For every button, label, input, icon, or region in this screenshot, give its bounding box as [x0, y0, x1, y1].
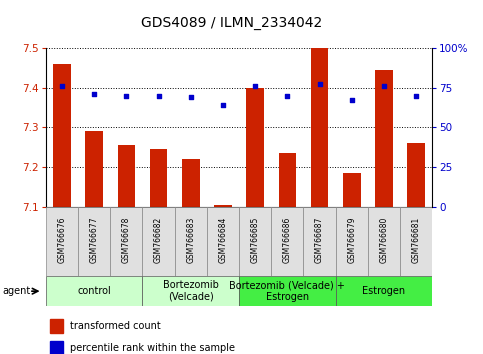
Bar — [182, 159, 199, 207]
Text: control: control — [77, 286, 111, 296]
Bar — [214, 205, 232, 207]
Bar — [53, 64, 71, 207]
Bar — [271, 207, 303, 276]
Text: GSM766684: GSM766684 — [218, 217, 227, 263]
Bar — [117, 145, 135, 207]
Bar — [175, 207, 207, 276]
Point — [412, 93, 420, 98]
Bar — [407, 143, 425, 207]
Bar — [142, 276, 239, 306]
Point — [380, 83, 388, 89]
Bar — [150, 149, 168, 207]
Bar — [142, 207, 175, 276]
Bar — [50, 341, 63, 354]
Bar — [303, 207, 336, 276]
Text: Estrogen: Estrogen — [362, 286, 406, 296]
Bar — [239, 207, 271, 276]
Text: GSM766685: GSM766685 — [251, 217, 260, 263]
Text: transformed count: transformed count — [70, 321, 160, 331]
Text: GSM766677: GSM766677 — [90, 217, 99, 263]
Point — [123, 93, 130, 98]
Text: GSM766686: GSM766686 — [283, 217, 292, 263]
Text: GSM766679: GSM766679 — [347, 217, 356, 263]
Bar — [207, 207, 239, 276]
Text: Bortezomib (Velcade) +
Estrogen: Bortezomib (Velcade) + Estrogen — [229, 280, 345, 302]
Point — [251, 83, 259, 89]
Point — [155, 93, 162, 98]
Text: GDS4089 / ILMN_2334042: GDS4089 / ILMN_2334042 — [141, 16, 323, 30]
Bar — [50, 319, 63, 333]
Bar — [336, 207, 368, 276]
Bar — [311, 48, 328, 207]
Bar — [375, 70, 393, 207]
Text: agent: agent — [2, 286, 30, 296]
Text: GSM766687: GSM766687 — [315, 217, 324, 263]
Bar — [110, 207, 142, 276]
Text: GSM766680: GSM766680 — [380, 217, 388, 263]
Text: GSM766678: GSM766678 — [122, 217, 131, 263]
Bar — [400, 207, 432, 276]
Text: Bortezomib
(Velcade): Bortezomib (Velcade) — [163, 280, 219, 302]
Text: GSM766683: GSM766683 — [186, 217, 195, 263]
Text: percentile rank within the sample: percentile rank within the sample — [70, 343, 235, 353]
Point — [284, 93, 291, 98]
Bar — [46, 276, 142, 306]
Bar — [368, 207, 400, 276]
Bar — [279, 153, 296, 207]
Bar — [239, 276, 336, 306]
Bar — [46, 207, 78, 276]
Bar — [78, 207, 110, 276]
Bar — [343, 173, 361, 207]
Text: GSM766676: GSM766676 — [57, 217, 67, 263]
Point — [316, 82, 324, 87]
Point — [348, 97, 355, 103]
Point — [187, 95, 195, 100]
Bar — [85, 131, 103, 207]
Text: GSM766682: GSM766682 — [154, 217, 163, 263]
Text: GSM766681: GSM766681 — [412, 217, 421, 263]
Point — [219, 102, 227, 108]
Bar — [336, 276, 432, 306]
Point — [58, 83, 66, 89]
Point — [90, 91, 98, 97]
Bar — [246, 88, 264, 207]
